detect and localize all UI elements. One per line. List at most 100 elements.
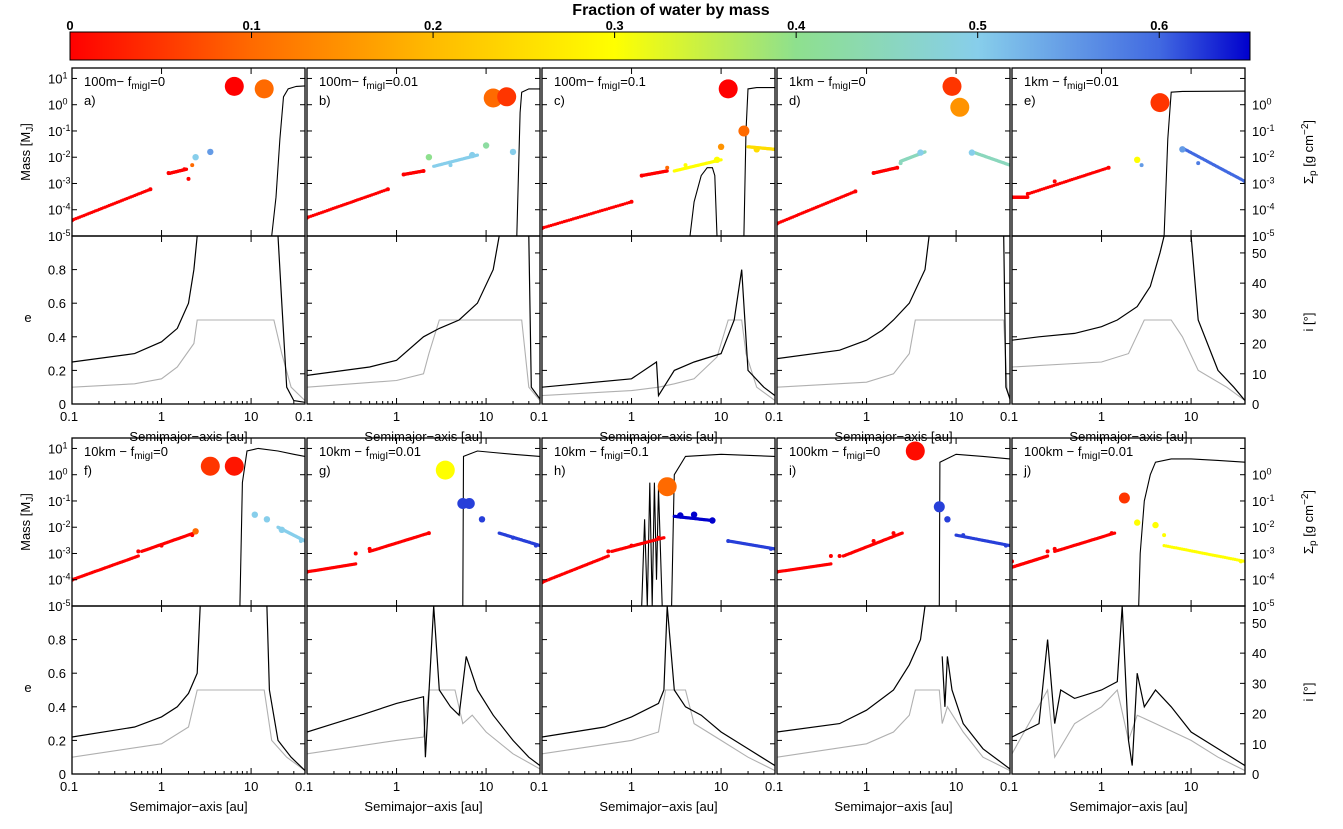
body-point — [1150, 93, 1170, 113]
body-point — [718, 79, 738, 99]
body-point — [1109, 531, 1114, 536]
inc-tick-label: 40 — [1252, 646, 1266, 661]
body-point — [1179, 146, 1186, 153]
body-point — [1238, 559, 1243, 564]
eccentricity-line — [307, 236, 500, 376]
sigma-tick-label: 100 — [1252, 97, 1271, 113]
panel-j: 0.1 1 10 Semimajor−axis [au] 0 10 20 30 40 50 100 1… — [1000, 437, 1274, 814]
eccentricity-line-outer — [941, 656, 1010, 770]
inclination-line — [542, 319, 775, 402]
x-tick-label: 10 — [949, 779, 963, 794]
panel-letter: e) — [1024, 93, 1036, 108]
inclination-line — [1012, 319, 1245, 402]
mass-plot-i — [777, 441, 1010, 606]
x-axis-label: Semimajor−axis [au] — [599, 429, 717, 444]
body-point — [853, 189, 858, 194]
ecc-plot-i — [777, 606, 1010, 772]
panel-e: 0.1 1 10 Semimajor−axis [au] 0 10 20 30 40 50 100 1… — [1000, 67, 1274, 444]
sigma-tick-label: 10-3 — [1252, 545, 1274, 561]
body-point — [895, 165, 900, 170]
body-point — [200, 456, 220, 476]
sigma-profile-line — [264, 85, 305, 236]
ecc-tick-label: 0.4 — [48, 330, 66, 345]
inc-tick-label: 10 — [1252, 737, 1266, 752]
body-point — [251, 511, 258, 518]
body-point — [717, 143, 725, 150]
planetesimal-point — [829, 562, 833, 566]
planetesimal-point — [1026, 195, 1030, 199]
body-point — [665, 165, 670, 170]
body-point — [497, 87, 517, 107]
panel-title: 1km − fmigI=0.01 — [1024, 74, 1119, 92]
body-point — [768, 546, 773, 551]
colorbar: Fraction of water by mass 0 0.1 0.2 0.3 0.4 0… — [66, 2, 1251, 61]
mass-plot-b — [307, 87, 540, 236]
body-point — [367, 546, 372, 551]
body-point — [629, 199, 634, 204]
colorbar-gradient — [69, 31, 1251, 61]
mass-plot-e — [1012, 90, 1245, 236]
eccentricity-line — [307, 606, 540, 767]
body-point — [944, 516, 951, 523]
body-point — [421, 169, 426, 173]
panel-c: 0.1 1 10 Semimajor−axis [au] 100m− fmigI=0.1… — [530, 67, 776, 444]
ecc-plot-h — [542, 606, 775, 772]
sigma-axis-label-top: Σp [g cm−2] — [1300, 120, 1319, 184]
body-point — [629, 543, 634, 548]
body-point — [159, 543, 164, 548]
eccentricity-line-outer — [277, 236, 305, 403]
mass-plot-j — [1012, 458, 1245, 606]
colorbar-tick-label: 0.4 — [787, 18, 806, 33]
ecc-frame — [71, 605, 306, 775]
body-point — [933, 501, 945, 513]
planetesimal-point — [719, 158, 723, 162]
eccentricity-line-outer — [266, 606, 305, 772]
mass-frame — [541, 67, 776, 237]
panel-title: 100km − fmigI=0 — [789, 444, 880, 462]
ecc-tick-label: 0.4 — [48, 700, 66, 715]
inc-axis-label-top: i [°] — [1301, 313, 1316, 332]
body-point — [726, 539, 731, 543]
sigma-profile-line — [1138, 458, 1245, 606]
x-tick-label: 0.1 — [295, 779, 313, 794]
body-point — [425, 154, 433, 161]
body-point — [905, 441, 925, 461]
body-point — [690, 511, 698, 518]
x-axis-label: Semimajor−axis [au] — [364, 429, 482, 444]
panel-letter: j) — [1023, 463, 1031, 478]
sigma-tick-label: 10-4 — [1252, 202, 1274, 218]
x-tick-label: 1 — [628, 779, 635, 794]
body-point — [657, 477, 677, 497]
x-axis-label: Semimajor−axis [au] — [599, 799, 717, 814]
body-point — [136, 549, 141, 554]
panel-title: 10km − fmigI=0 — [84, 444, 168, 462]
colorbar-tick-label: 0.3 — [606, 18, 624, 33]
mass-tick-label: 10-3 — [48, 175, 70, 191]
x-tick-label: 0.1 — [765, 409, 783, 424]
sigma-profile-line — [307, 88, 540, 236]
ecc-plot-j — [1012, 606, 1245, 772]
ecc-tick-label: 0.2 — [48, 733, 66, 748]
mass-plot-a — [72, 76, 305, 236]
panel-g: 0.1 1 10 Semimajor−axis [au] 10km − fmigI=0.… — [295, 437, 541, 814]
mass-tick-label: 10-4 — [48, 572, 70, 588]
body-point — [263, 516, 271, 523]
body-point — [401, 172, 406, 177]
inclination-line — [72, 689, 305, 772]
body-point — [871, 171, 876, 175]
x-tick-label: 1 — [393, 779, 400, 794]
x-tick-label: 0.1 — [60, 779, 78, 794]
inclination-line — [72, 319, 305, 401]
x-tick-label: 10 — [949, 409, 963, 424]
panel-letter: b) — [319, 93, 331, 108]
panel-letter: a) — [84, 93, 96, 108]
planetesimal-point — [923, 150, 927, 154]
body-point — [898, 161, 903, 166]
body-point — [509, 148, 517, 156]
planetesimal-point — [1046, 554, 1050, 558]
body-point — [385, 187, 390, 192]
inclination-line — [777, 689, 1010, 772]
eccentricity-line-outer — [1190, 236, 1245, 401]
